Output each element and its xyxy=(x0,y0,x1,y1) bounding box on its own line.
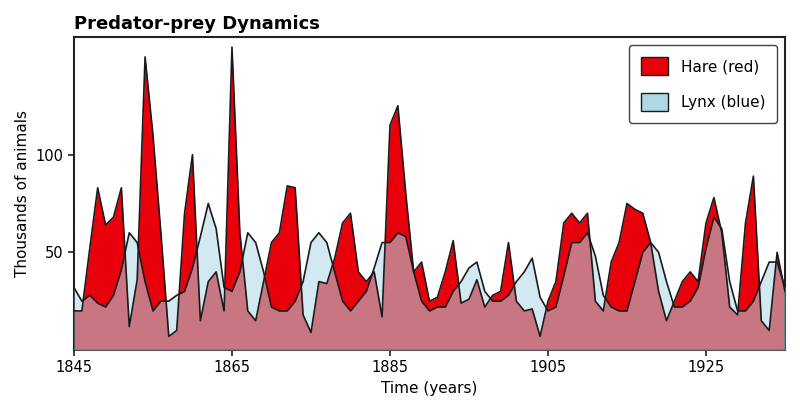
X-axis label: Time (years): Time (years) xyxy=(382,381,478,396)
Text: Predator-prey Dynamics: Predator-prey Dynamics xyxy=(74,15,320,33)
Legend: Hare (red), Lynx (blue): Hare (red), Lynx (blue) xyxy=(629,45,778,123)
Y-axis label: Thousands of animals: Thousands of animals xyxy=(15,110,30,277)
